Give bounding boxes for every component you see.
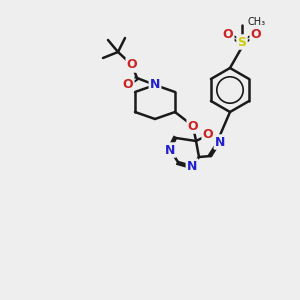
Text: O: O — [251, 28, 261, 41]
Text: CH₃: CH₃ — [248, 17, 266, 27]
Text: N: N — [150, 79, 160, 92]
Text: O: O — [188, 119, 198, 133]
Text: N: N — [215, 136, 225, 148]
Text: O: O — [223, 28, 233, 41]
Text: N: N — [165, 143, 175, 157]
Text: S: S — [238, 35, 247, 49]
Text: N: N — [187, 160, 197, 172]
Text: O: O — [127, 58, 137, 71]
Text: O: O — [123, 77, 133, 91]
Text: O: O — [203, 128, 213, 142]
